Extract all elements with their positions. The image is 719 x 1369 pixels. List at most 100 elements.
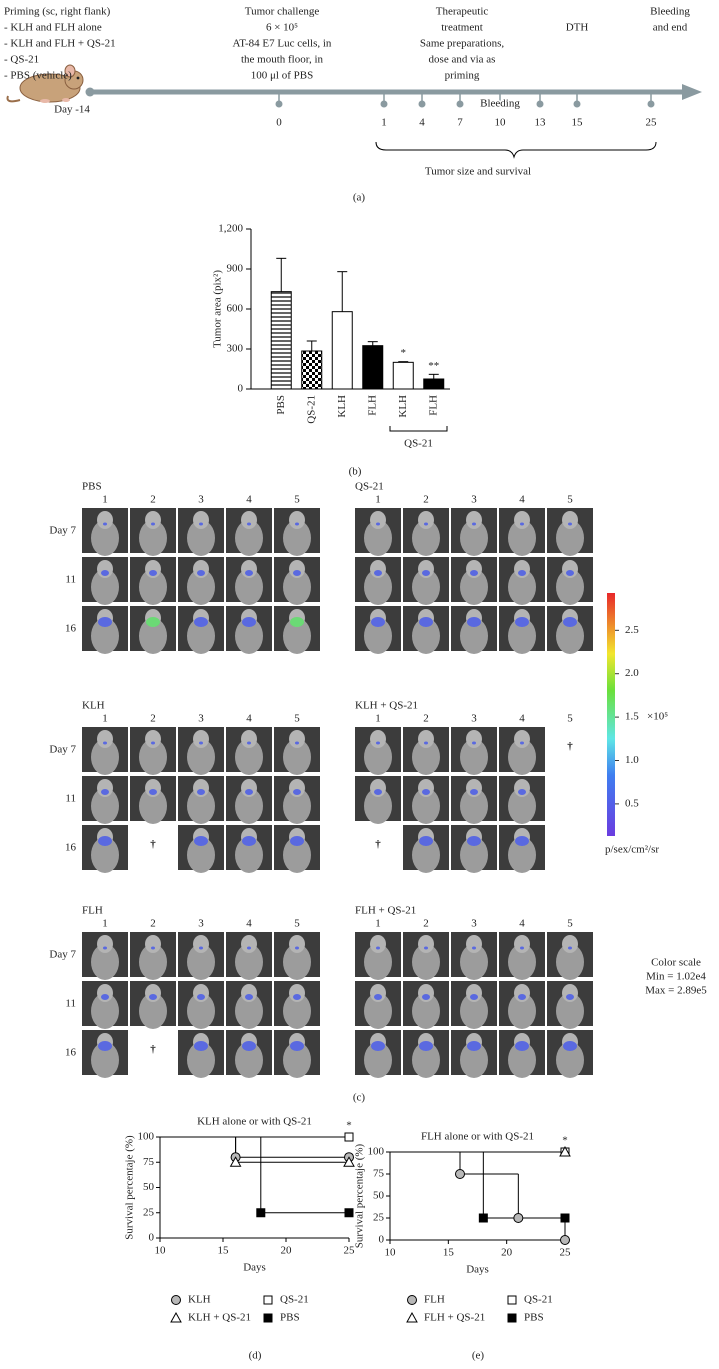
signal: [293, 789, 301, 795]
mouse-body: [139, 569, 167, 605]
y-tick-label: 25: [143, 1206, 155, 1218]
signal: [520, 522, 524, 526]
marker: [171, 1295, 181, 1305]
mouse-head: [97, 560, 113, 578]
mouse-body: [508, 837, 536, 873]
signal: [149, 570, 157, 576]
x-tick-label: PBS: [275, 395, 287, 415]
row-label: Day 7: [49, 525, 76, 537]
mouse-head: [241, 511, 257, 529]
signal: [419, 617, 433, 627]
legend-label: KLH + QS-21: [188, 1312, 251, 1324]
signal: [518, 994, 526, 1000]
mouse-body: [460, 739, 488, 775]
signal: [422, 570, 430, 576]
column-label: 3: [198, 494, 204, 506]
end-label: *: [346, 1120, 352, 1132]
mouse-head: [466, 511, 482, 529]
start-label: Day -14: [54, 104, 90, 116]
mouse-body: [364, 569, 392, 605]
column-label: 3: [471, 918, 477, 930]
mouse-body: [508, 944, 536, 980]
mouse-head: [193, 730, 209, 748]
day-dot: [536, 100, 544, 108]
signal: [293, 994, 301, 1000]
day-dot: [380, 100, 388, 108]
end-label: *: [562, 1135, 568, 1147]
signal: [515, 1041, 529, 1051]
signal: [197, 994, 205, 1000]
y-tick-label: 900: [227, 263, 244, 275]
signal: [374, 994, 382, 1000]
column-label: 1: [375, 494, 381, 506]
treatment-text: dose and via as: [429, 54, 496, 66]
column-label: 4: [519, 494, 525, 506]
colorbar-tick-label: 0.5: [625, 797, 639, 809]
day-label: 4: [419, 117, 425, 129]
colorbar-tick-label: 2.0: [625, 667, 639, 679]
significance: **: [428, 360, 439, 372]
mouse-head: [289, 984, 305, 1002]
mouse-head: [466, 560, 482, 578]
day-label: 13: [535, 117, 547, 129]
marker: [263, 1295, 273, 1305]
legend-label: PBS: [524, 1312, 544, 1324]
y-tick-label: 50: [143, 1181, 155, 1193]
death-mark: †: [150, 839, 156, 851]
mouse-body: [364, 618, 392, 654]
day-label: 7: [457, 117, 463, 129]
priming-text: - KLH and FLH + QS-21: [4, 38, 116, 50]
mouse-body: [235, 739, 263, 775]
signal: [472, 522, 476, 526]
mouse-body: [460, 788, 488, 824]
signal: [197, 570, 205, 576]
mouse-body: [460, 520, 488, 556]
day-dot: [456, 100, 464, 108]
signal: [290, 617, 304, 627]
column-label: 4: [246, 713, 252, 725]
challenge-text: 100 μl of PBS: [251, 70, 313, 82]
signal: [371, 1041, 385, 1051]
bar: [392, 361, 414, 390]
signal: [371, 617, 385, 627]
mouse-body: [508, 739, 536, 775]
signal: [419, 836, 433, 846]
signal: [520, 946, 524, 950]
mouse-head: [289, 511, 305, 529]
mouse-body: [460, 837, 488, 873]
x-tick-label: KLH: [397, 395, 409, 418]
marker: [344, 1132, 354, 1142]
colorbar-unit: p/sex/cm²/sr: [605, 844, 659, 856]
x-axis-label: Days: [243, 1262, 266, 1274]
row-label: 16: [65, 623, 77, 635]
y-tick-label: 0: [379, 1234, 385, 1246]
column-label: 1: [375, 918, 381, 930]
mouse-body: [91, 944, 119, 980]
row-label: 11: [65, 998, 76, 1010]
signal: [245, 570, 253, 576]
mouse-head: [514, 511, 530, 529]
mouse-body: [556, 520, 584, 556]
x-tick-label: 20: [501, 1247, 513, 1259]
mouse-head: [418, 984, 434, 1002]
mouse-body: [508, 788, 536, 824]
signal: [470, 570, 478, 576]
mouse-head: [562, 511, 578, 529]
colorbar-multiplier: ×10⁵: [647, 711, 668, 723]
mouse-body: [460, 618, 488, 654]
panel-label: (a): [353, 192, 366, 204]
signal: [242, 617, 256, 627]
signal: [472, 741, 476, 745]
mouse-head: [514, 730, 530, 748]
mouse-body: [187, 944, 215, 980]
panel-label: (c): [353, 1092, 366, 1104]
mouse-body: [283, 569, 311, 605]
bar: [301, 350, 323, 390]
mouse-body: [139, 618, 167, 654]
y-tick-label: 0: [149, 1232, 155, 1244]
mouse-head: [145, 511, 161, 529]
mouse-head: [97, 511, 113, 529]
mouse-body: [412, 520, 440, 556]
mouse-head: [145, 730, 161, 748]
